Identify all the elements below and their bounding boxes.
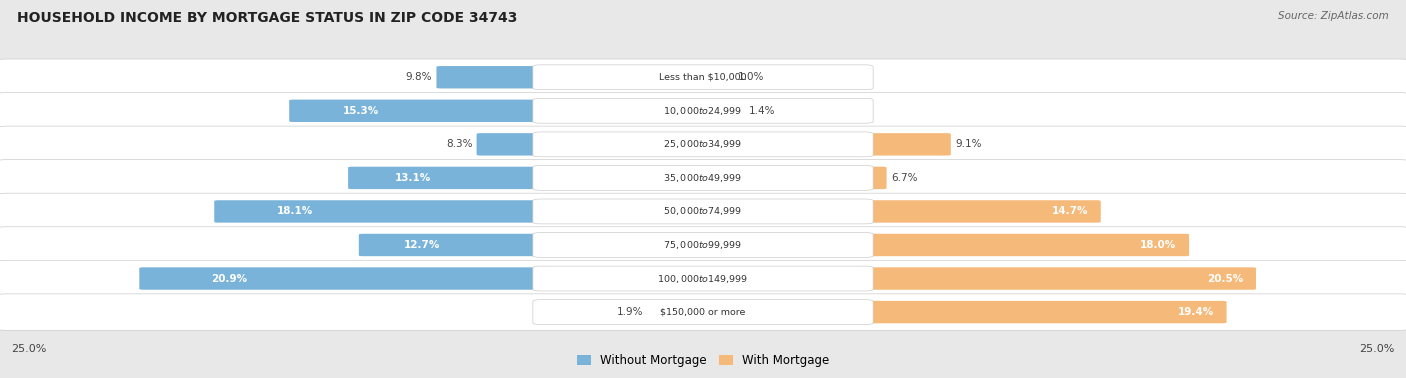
FancyBboxPatch shape	[699, 234, 1189, 256]
Text: $100,000 to $149,999: $100,000 to $149,999	[658, 273, 748, 285]
Text: 15.3%: 15.3%	[343, 106, 378, 116]
FancyBboxPatch shape	[699, 167, 887, 189]
Text: 18.1%: 18.1%	[277, 206, 314, 217]
FancyBboxPatch shape	[290, 99, 707, 122]
Text: Less than $10,000: Less than $10,000	[659, 73, 747, 82]
FancyBboxPatch shape	[436, 66, 707, 88]
Text: HOUSEHOLD INCOME BY MORTGAGE STATUS IN ZIP CODE 34743: HOUSEHOLD INCOME BY MORTGAGE STATUS IN Z…	[17, 11, 517, 25]
FancyBboxPatch shape	[699, 267, 1256, 290]
Text: Source: ZipAtlas.com: Source: ZipAtlas.com	[1278, 11, 1389, 21]
FancyBboxPatch shape	[533, 300, 873, 324]
Text: 8.3%: 8.3%	[446, 139, 472, 149]
FancyBboxPatch shape	[699, 99, 745, 122]
FancyBboxPatch shape	[0, 160, 1406, 196]
FancyBboxPatch shape	[699, 133, 950, 156]
FancyBboxPatch shape	[0, 93, 1406, 129]
FancyBboxPatch shape	[533, 166, 873, 190]
FancyBboxPatch shape	[359, 234, 707, 256]
Text: 13.1%: 13.1%	[395, 173, 430, 183]
Text: 25.0%: 25.0%	[1360, 344, 1395, 354]
FancyBboxPatch shape	[0, 59, 1406, 96]
FancyBboxPatch shape	[533, 132, 873, 157]
Text: 25.0%: 25.0%	[11, 344, 46, 354]
FancyBboxPatch shape	[0, 260, 1406, 297]
Text: $25,000 to $34,999: $25,000 to $34,999	[664, 138, 742, 150]
Text: 19.4%: 19.4%	[1178, 307, 1213, 317]
FancyBboxPatch shape	[139, 267, 707, 290]
Text: 20.9%: 20.9%	[211, 274, 247, 284]
FancyBboxPatch shape	[533, 65, 873, 90]
FancyBboxPatch shape	[533, 232, 873, 257]
Text: 9.8%: 9.8%	[406, 72, 432, 82]
FancyBboxPatch shape	[349, 167, 707, 189]
Text: $50,000 to $74,999: $50,000 to $74,999	[664, 206, 742, 217]
Text: 1.9%: 1.9%	[617, 307, 644, 317]
Text: 6.7%: 6.7%	[891, 173, 917, 183]
FancyBboxPatch shape	[699, 301, 1226, 323]
FancyBboxPatch shape	[533, 199, 873, 224]
Text: 9.1%: 9.1%	[955, 139, 981, 149]
Text: 1.4%: 1.4%	[749, 106, 776, 116]
FancyBboxPatch shape	[214, 200, 707, 223]
FancyBboxPatch shape	[699, 200, 1101, 223]
Legend: Without Mortgage, With Mortgage: Without Mortgage, With Mortgage	[572, 350, 834, 372]
FancyBboxPatch shape	[0, 126, 1406, 163]
FancyBboxPatch shape	[648, 301, 707, 323]
Text: 12.7%: 12.7%	[404, 240, 440, 250]
FancyBboxPatch shape	[533, 98, 873, 123]
Text: 14.7%: 14.7%	[1052, 206, 1088, 217]
Text: $75,000 to $99,999: $75,000 to $99,999	[664, 239, 742, 251]
Text: 20.5%: 20.5%	[1208, 274, 1243, 284]
FancyBboxPatch shape	[0, 193, 1406, 230]
FancyBboxPatch shape	[699, 66, 734, 88]
Text: $10,000 to $24,999: $10,000 to $24,999	[664, 105, 742, 117]
FancyBboxPatch shape	[0, 227, 1406, 263]
Text: 1.0%: 1.0%	[738, 72, 765, 82]
Text: $35,000 to $49,999: $35,000 to $49,999	[664, 172, 742, 184]
Text: $150,000 or more: $150,000 or more	[661, 308, 745, 317]
FancyBboxPatch shape	[477, 133, 707, 156]
Text: 18.0%: 18.0%	[1140, 240, 1177, 250]
FancyBboxPatch shape	[0, 294, 1406, 330]
FancyBboxPatch shape	[533, 266, 873, 291]
